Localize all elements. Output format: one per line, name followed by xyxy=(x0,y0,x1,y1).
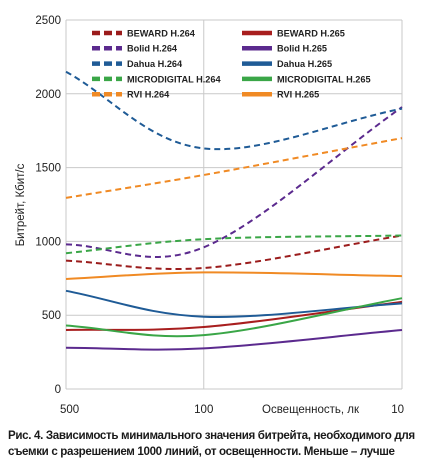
y-tick-label: 1500 xyxy=(35,163,61,175)
series-line xyxy=(65,106,403,258)
series-line xyxy=(65,137,403,199)
y-axis-label: Битрейт, Кбит/с xyxy=(15,163,27,246)
figure-caption: Рис. 4. Зависимость минимального значени… xyxy=(8,429,415,458)
x-axis-label: Освещенность, лк xyxy=(262,404,360,416)
y-tick-label: 2500 xyxy=(35,15,61,27)
legend-label: RVI H.265 xyxy=(277,90,319,100)
legend-label: Dahua H.264 xyxy=(127,59,183,69)
legend-label: RVI H.264 xyxy=(127,90,170,100)
series-line xyxy=(65,329,403,351)
series-line xyxy=(65,289,403,318)
x-tick-label: 100 xyxy=(194,404,213,416)
legend-label: Bolid H.265 xyxy=(277,44,327,54)
y-tick-label: 0 xyxy=(55,384,61,396)
legend-label: MICRODIGITAL H.264 xyxy=(127,74,221,84)
legend-label: MICRODIGITAL H.265 xyxy=(277,74,371,84)
series-lines xyxy=(65,70,403,351)
series-line xyxy=(65,234,403,271)
series-line xyxy=(65,297,403,338)
grid xyxy=(65,19,403,390)
legend-label: Dahua H.265 xyxy=(277,59,332,69)
x-tick-label: 10 xyxy=(391,404,404,416)
legend: BEWARD H.264 BEWARD H.265 Bolid H.264 Bolid… xyxy=(92,28,371,100)
bitrate-line-chart: 0 500 1000 1500 2000 2500 500 100 10 Битрейт, К… xyxy=(15,15,404,416)
legend-label: Bolid H.264 xyxy=(127,44,178,54)
series-line xyxy=(65,70,403,151)
y-tick-labels: 0 500 1000 1500 2000 2500 xyxy=(35,15,61,396)
x-tick-label: 500 xyxy=(60,404,79,416)
y-tick-label: 1000 xyxy=(35,236,61,248)
y-tick-label: 2000 xyxy=(35,89,61,101)
y-tick-label: 500 xyxy=(42,310,61,322)
legend-label: BEWARD H.265 xyxy=(277,28,345,38)
legend-label: BEWARD H.264 xyxy=(127,28,196,38)
series-line xyxy=(65,271,403,280)
series-line xyxy=(65,234,403,255)
x-tick-labels: 500 100 10 xyxy=(60,404,404,416)
